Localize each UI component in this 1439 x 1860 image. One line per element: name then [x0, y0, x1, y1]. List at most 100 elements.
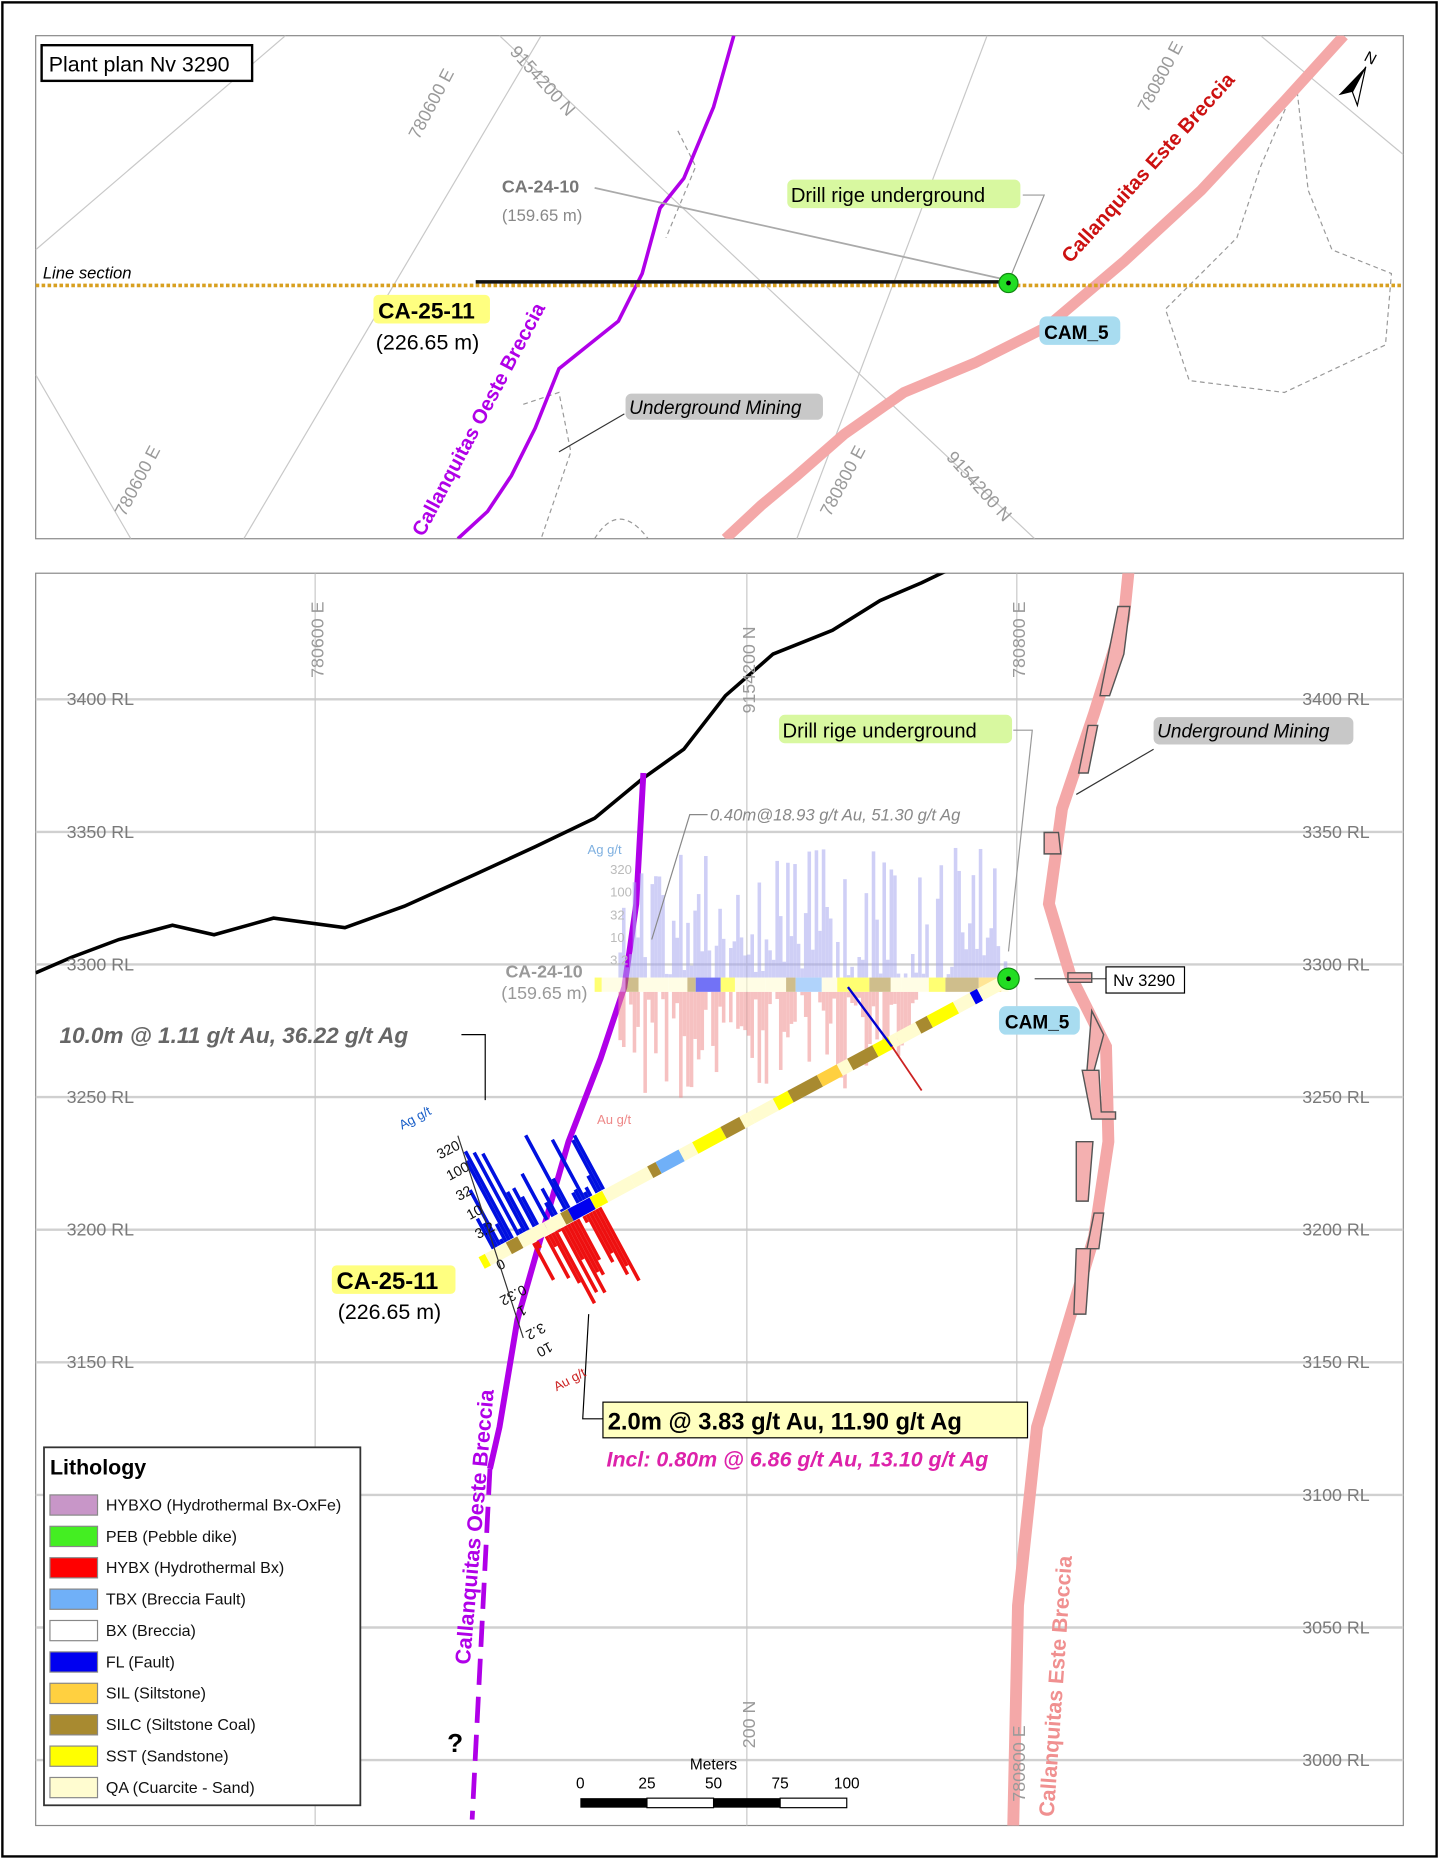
leader-line	[1075, 748, 1154, 795]
au-assay-bar	[569, 1221, 600, 1273]
ca-25-11-label: CA-25-11	[378, 299, 475, 324]
axis-tick: 3.2	[610, 952, 628, 967]
au-assay-bar	[739, 991, 744, 1027]
ag-assay-bar	[739, 937, 744, 978]
ca-24-10-label: CA-24-10	[502, 177, 579, 197]
section-panel: 3400 RL 3400 RL 3350 RL 3350 RL 3300 RL 3300 …	[35, 572, 1404, 1827]
ag-assay-bar	[814, 850, 819, 978]
grid-label: 780800 E	[1009, 601, 1029, 677]
au-assay-bar	[711, 991, 715, 1046]
drill-rig-dot	[1006, 976, 1011, 982]
ag-assay-bar	[743, 955, 747, 978]
au-assay-bar	[818, 991, 822, 1003]
au-assay-bar	[786, 991, 790, 1038]
ag-assay-bar	[846, 975, 851, 978]
ag-assay-bar	[689, 965, 694, 978]
grid-line	[1260, 35, 1404, 156]
grid-line	[35, 374, 132, 539]
au-assay-bar	[618, 991, 622, 1041]
rl-label-right: 3000 RL	[1302, 1750, 1369, 1770]
ag-assay-bar	[571, 1139, 602, 1192]
au-assay-bar	[864, 991, 869, 1066]
legend-swatch	[49, 1619, 99, 1642]
axis-tick: 32	[453, 1183, 475, 1205]
este-breccia-trace	[1007, 573, 1135, 1826]
ag-assay-bar	[918, 877, 922, 978]
scale-title: Meters	[690, 1757, 738, 1774]
au-assay-bar	[560, 1226, 599, 1294]
au-assay-bar	[721, 991, 726, 1023]
leader-line	[651, 814, 708, 940]
ag-assay-bar	[789, 936, 794, 978]
ag-assay-bar	[996, 946, 1001, 978]
legend-item-label: QA (Cuarcite - Sand)	[106, 1779, 255, 1797]
plan-title-box	[40, 44, 254, 83]
lithology-interval	[734, 977, 766, 992]
au-assay-bar	[566, 1223, 607, 1294]
intercept-main-box	[602, 1401, 1029, 1439]
ag-assay-bar	[807, 851, 812, 978]
legend-item-label: SST (Sandstone)	[106, 1748, 229, 1766]
grid-label: 9154200 N	[739, 626, 759, 713]
scale-tick-label: 0	[576, 1776, 585, 1793]
ag-assay-bar	[668, 974, 672, 978]
ag-assay-bar	[686, 922, 690, 978]
cam5-label: CAM_5	[1044, 323, 1109, 344]
au-assay-bar	[554, 1230, 597, 1305]
ca-25-11-label-bg	[373, 294, 490, 324]
au-assay-bar	[857, 991, 862, 998]
scale-segment	[646, 1797, 715, 1809]
drill-rig-label: Drill rige underground	[783, 720, 977, 742]
au-assay-bar	[643, 991, 647, 1093]
lithology-interval	[869, 977, 891, 992]
ag-assay-bar	[586, 1174, 599, 1194]
rl-label-right: 3300 RL	[1302, 954, 1369, 974]
plan-title: Plant plan Nv 3290	[49, 52, 230, 76]
au-assay-bar	[843, 991, 847, 1089]
lithology-interval	[594, 977, 602, 992]
scale-segment	[580, 1798, 647, 1808]
drill-rig-label: Drill rige underground	[791, 185, 985, 207]
rl-label-left: 3250 RL	[67, 1087, 134, 1107]
scale-segment	[779, 1797, 848, 1809]
ca-25-11-label: CA-25-11	[337, 1268, 439, 1295]
ag-assay-bar	[985, 937, 990, 978]
rl-label-right: 3250 RL	[1302, 1087, 1369, 1107]
lithology-legend: Lithology HYBXO (Hydrothermal Bx-OxFe) PE…	[43, 1446, 362, 1807]
au-assay-bar	[696, 991, 701, 1060]
rl-label-left: 3300 RL	[67, 954, 134, 974]
au-assay-bar	[850, 991, 854, 1004]
rl-label-right: 3200 RL	[1302, 1220, 1369, 1240]
drill-rig-dot	[1006, 280, 1011, 286]
scale-tick-label: 50	[705, 1776, 722, 1793]
legend-swatch	[49, 1714, 99, 1736]
ag-assay-bar	[989, 928, 994, 978]
au-assay-bar	[582, 1215, 590, 1224]
au-assay-bar	[903, 991, 908, 1031]
fault-trace	[846, 986, 893, 1048]
axis-tick: 32	[610, 907, 625, 922]
ag-assay-bar	[796, 943, 801, 978]
lithology-interval	[739, 1111, 755, 1129]
lithology-interval	[478, 1253, 492, 1269]
lithology-interval	[890, 977, 902, 992]
legend-swatch	[49, 1557, 99, 1579]
ag-assay-bar	[775, 860, 779, 978]
ag-assay-bar	[939, 865, 944, 978]
intercept-incl: Incl: 0.80m @ 6.86 g/t Au, 13.10 g/t Ag	[607, 1447, 989, 1471]
au-assay-bar	[907, 991, 911, 1028]
ag-assay-bar	[971, 875, 976, 978]
au-assay-bar	[789, 991, 794, 1024]
au-assay-bar	[793, 991, 797, 1022]
ag-assay-bar	[472, 1151, 521, 1236]
au-assay-bar	[664, 991, 669, 1082]
ag-assay-bar	[571, 1191, 580, 1204]
scale-tick-label: 25	[638, 1776, 655, 1793]
ag-assay-bar	[864, 893, 869, 978]
au-assay-bar	[632, 991, 637, 1053]
ag-assay-bar	[811, 949, 815, 978]
ag-assay-bar	[896, 973, 901, 978]
underground-callout-bg	[1153, 717, 1354, 745]
ag-assay-bar	[650, 884, 655, 978]
axis-tick: 100	[610, 885, 632, 900]
